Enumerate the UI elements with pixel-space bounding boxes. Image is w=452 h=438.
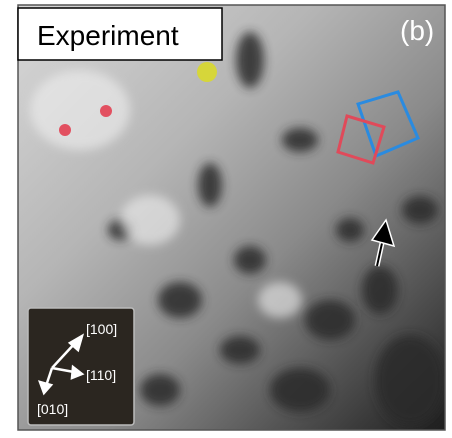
marker-dot [59, 124, 71, 136]
direction-label: [110] [86, 367, 116, 383]
microscopy-image: [100] [110] [010] (b) [18, 5, 445, 430]
direction-label: [100] [86, 321, 117, 337]
panel-label: (b) [400, 15, 434, 46]
condition-label: Experiment [37, 20, 179, 51]
marker-dot [197, 62, 217, 82]
direction-inset: [100] [110] [010] [28, 308, 134, 425]
figure-panel: [100] [110] [010] (b) Experiment [0, 0, 452, 438]
direction-label: [010] [37, 401, 68, 417]
page: {"label": "Experiment", "panel": "(b)", … [0, 0, 452, 438]
marker-dot [100, 105, 112, 117]
